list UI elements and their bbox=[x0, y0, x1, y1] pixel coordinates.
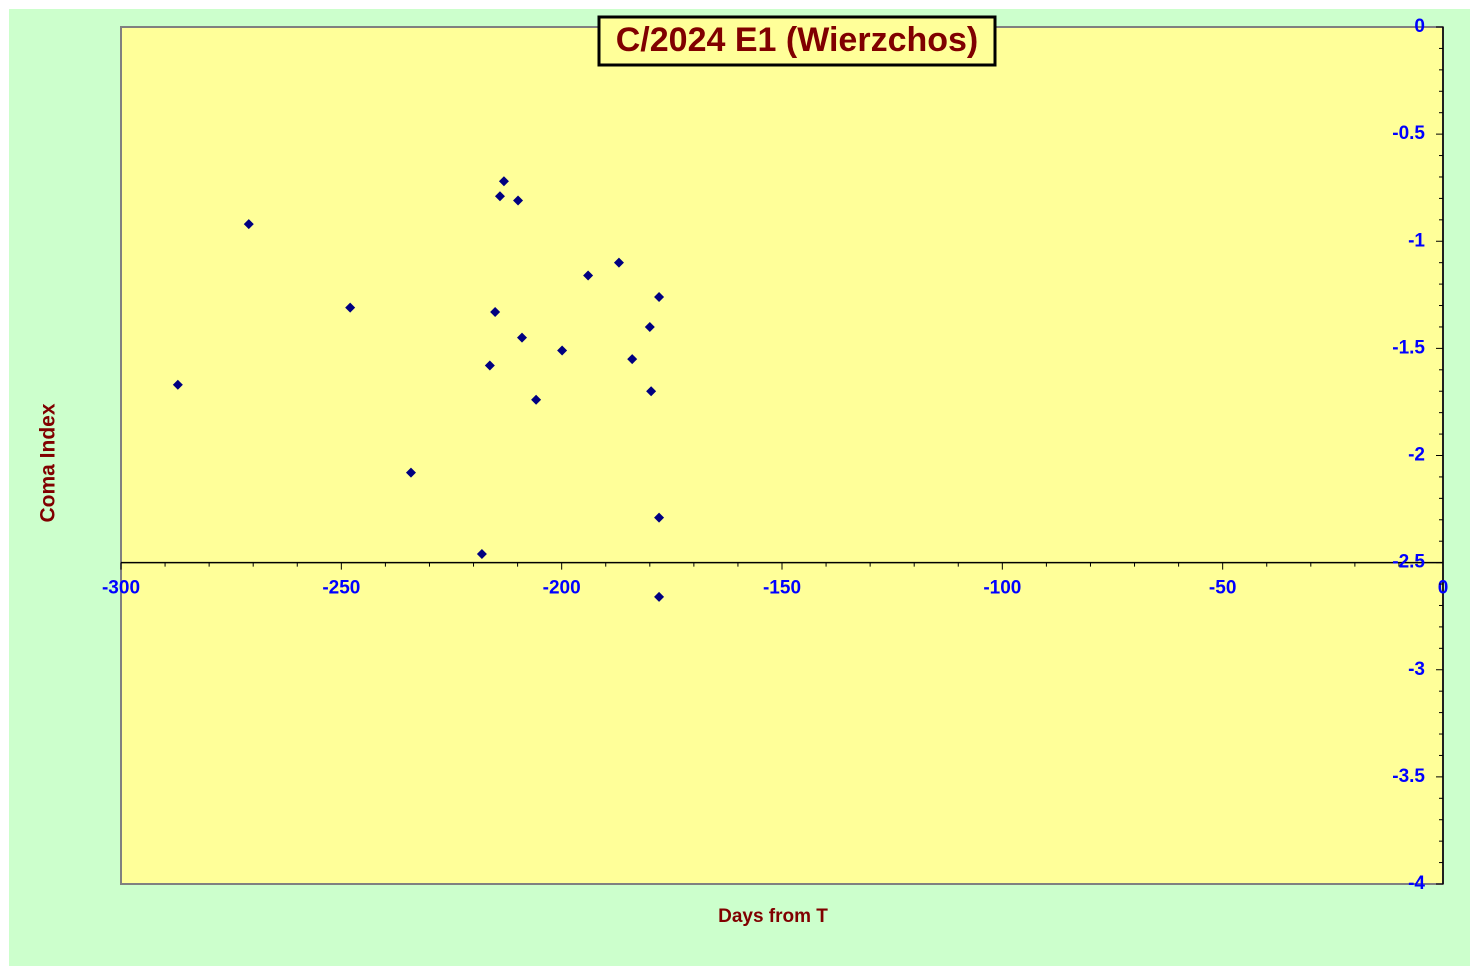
y-tick-label: -2.5 bbox=[1392, 552, 1425, 573]
y-tick-label: -4 bbox=[1408, 873, 1425, 894]
data-point bbox=[654, 291, 665, 302]
y-tick-label: -1.5 bbox=[1392, 337, 1425, 358]
y-axis-label: Coma Index bbox=[37, 403, 60, 522]
data-point bbox=[613, 257, 624, 268]
data-point bbox=[172, 379, 183, 390]
x-tick-label: -100 bbox=[983, 578, 1021, 599]
data-point bbox=[654, 512, 665, 523]
data-point bbox=[405, 467, 416, 478]
y-tick-label: -2 bbox=[1408, 445, 1425, 466]
data-point bbox=[494, 191, 505, 202]
data-point bbox=[498, 176, 509, 187]
data-point bbox=[654, 591, 665, 602]
x-tick-label: 0 bbox=[1438, 578, 1449, 599]
y-tick-label: -3.5 bbox=[1392, 766, 1425, 787]
data-point bbox=[476, 549, 487, 560]
y-tick-label: -3 bbox=[1408, 659, 1425, 680]
data-point bbox=[531, 394, 542, 405]
y-tick-label: -1 bbox=[1408, 230, 1425, 251]
data-point bbox=[345, 302, 356, 313]
data-point bbox=[627, 354, 638, 365]
data-point bbox=[490, 306, 501, 317]
x-tick-label: -50 bbox=[1209, 578, 1236, 599]
data-point bbox=[583, 270, 594, 281]
data-point bbox=[646, 386, 657, 397]
y-tick-label: -0.5 bbox=[1392, 123, 1425, 144]
data-point bbox=[557, 345, 568, 356]
data-point bbox=[644, 321, 655, 332]
data-point bbox=[243, 219, 254, 230]
x-tick-label: -250 bbox=[322, 578, 360, 599]
chart-title: C/2024 E1 (Wierzchos) bbox=[616, 21, 979, 59]
x-tick-label: -150 bbox=[763, 578, 801, 599]
data-point bbox=[517, 332, 528, 343]
data-point bbox=[484, 360, 495, 371]
title-box bbox=[597, 15, 997, 67]
x-tick-label: -200 bbox=[543, 578, 581, 599]
data-point bbox=[513, 195, 524, 206]
x-tick-label: -300 bbox=[102, 578, 140, 599]
x-axis-label: Days from T bbox=[718, 906, 828, 927]
y-tick-label: 0 bbox=[1414, 16, 1425, 37]
plot-area bbox=[120, 26, 1444, 885]
